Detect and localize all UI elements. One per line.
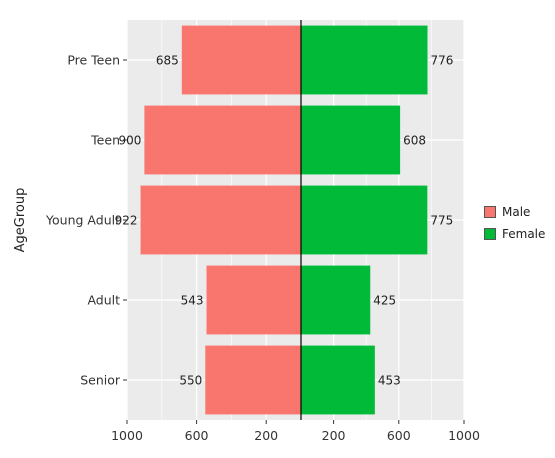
x-tick-label: 1000 — [111, 428, 143, 443]
x-tick-label: 600 — [185, 428, 209, 443]
legend-item-male: Male — [484, 201, 545, 223]
x-tick-label: 200 — [254, 428, 278, 443]
x-tick-label: 1000 — [448, 428, 480, 443]
data-label-male: 685 — [156, 54, 179, 68]
y-tick-label: Pre Teen — [67, 53, 120, 68]
legend-label-male: Male — [502, 205, 531, 219]
data-label-female: 453 — [378, 374, 401, 388]
data-label-female: 608 — [403, 134, 426, 148]
bar-male-senior — [205, 345, 301, 415]
y-tick-label: Adult — [87, 293, 120, 308]
bar-female-teen — [301, 105, 401, 175]
legend-label-female: Female — [502, 227, 546, 241]
x-axis-ticks: 1000 600 200 200 600 1000 — [111, 420, 480, 443]
y-axis-ticks: Pre Teen Teen Young Adult Adult Senior — [45, 53, 127, 388]
bar-female-senior — [301, 345, 375, 415]
data-label-male: 543 — [181, 294, 204, 308]
bar-male-young-adult — [140, 185, 301, 255]
data-label-female: 775 — [430, 214, 453, 228]
y-tick-label: Teen — [90, 133, 120, 148]
bars — [140, 25, 428, 415]
data-label-female: 425 — [373, 294, 396, 308]
legend-swatch-male — [484, 206, 496, 218]
data-label-female: 776 — [430, 54, 453, 68]
legend-item-female: Female — [484, 223, 545, 245]
y-tick-label: Senior — [80, 373, 121, 388]
bar-male-teen — [144, 105, 301, 175]
data-label-male: 900 — [118, 134, 141, 148]
y-axis-title: AgeGroup — [13, 188, 28, 253]
bar-female-pre-teen — [301, 25, 428, 95]
y-tick-label: Young Adult — [45, 213, 120, 228]
bar-female-young-adult — [301, 185, 428, 255]
legend-swatch-female — [484, 228, 496, 240]
bar-male-adult — [206, 265, 301, 335]
bar-male-pre-teen — [181, 25, 301, 95]
bar-female-adult — [301, 265, 371, 335]
x-tick-label: 600 — [387, 428, 411, 443]
legend: Male Female — [484, 201, 545, 245]
x-tick-label: 200 — [322, 428, 346, 443]
data-label-male: 550 — [179, 374, 202, 388]
